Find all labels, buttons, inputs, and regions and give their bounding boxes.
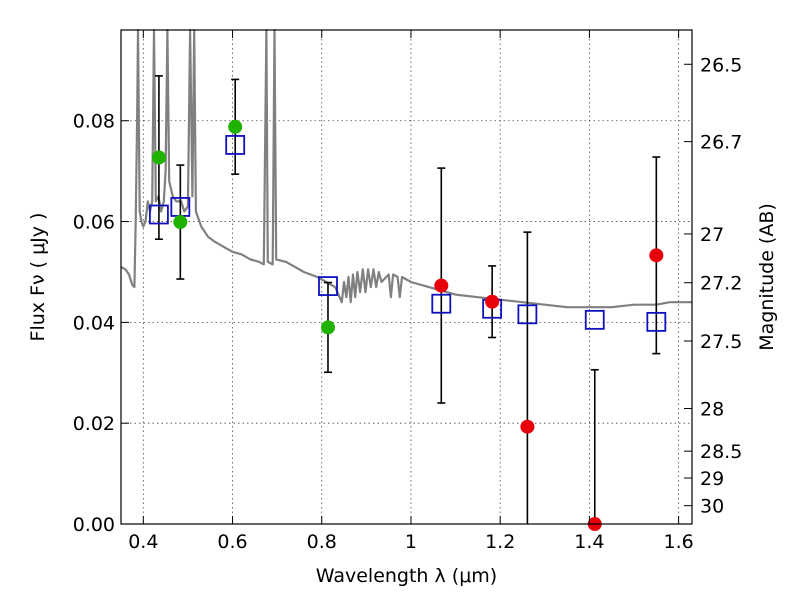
model-box (149, 204, 169, 225)
x-tick-label: 0.4 (128, 531, 158, 553)
x-tick-label: 0.6 (217, 531, 247, 553)
x-tick-label: 1.2 (485, 531, 515, 553)
y-axis-title: Flux Fν ( μJy ) (27, 213, 49, 342)
y-tick-label: 0.04 (73, 312, 115, 334)
red-data-point (434, 278, 449, 293)
y-tick-label: 0.06 (73, 212, 115, 234)
green-data-point (173, 215, 188, 230)
red-data-point (520, 419, 535, 434)
model-box (225, 135, 246, 155)
axes-layer: 0.4 0.6 0.8 1 1.2 1.4 1.6 0.00 0.02 0.04 0.06 0.08 2… (73, 29, 742, 553)
green-data-point (320, 320, 335, 335)
magnitude-tick-label: 26.7 (700, 132, 742, 154)
green-data-point (228, 119, 243, 134)
x-tick-label: 1.6 (664, 531, 694, 553)
red-data-point (485, 294, 500, 309)
template-spectrum-line (120, 28, 692, 309)
model-box (431, 293, 452, 314)
red-data-point (649, 248, 664, 263)
y-tick-label: 0.02 (73, 413, 115, 435)
magnitude-tick-label: 29 (700, 468, 724, 490)
x-tick-label: 1 (405, 531, 417, 553)
magnitude-axis-title: Magnitude (AB) (756, 203, 778, 351)
magnitude-tick-label: 27.5 (700, 331, 742, 353)
y-tick-label: 0.08 (73, 111, 115, 133)
model-box (646, 311, 667, 332)
model-box (318, 276, 338, 296)
x-tick-label: 1.4 (574, 531, 604, 553)
model-boxes-layer (149, 135, 667, 332)
error-bars-layer (154, 75, 661, 524)
x-axis-title: Wavelength λ (μm) (316, 565, 497, 587)
magnitude-tick-label: 28.5 (700, 441, 742, 463)
template-spectrum-layer (120, 28, 692, 309)
magnitude-tick-label: 28 (700, 399, 724, 421)
green-data-point (151, 150, 166, 165)
magnitude-tick-label: 27.2 (700, 273, 742, 295)
y-tick-label: 0.00 (73, 514, 115, 536)
model-box (584, 309, 605, 330)
magnitude-tick-label: 26.5 (700, 54, 742, 76)
grid-lines (121, 30, 692, 524)
model-box (517, 304, 538, 325)
magnitude-tick-label: 27 (700, 224, 724, 246)
x-tick-label: 0.8 (307, 531, 337, 553)
plot-frame (120, 29, 693, 525)
data-points-layer (151, 119, 664, 531)
magnitude-tick-label: 30 (700, 496, 724, 518)
